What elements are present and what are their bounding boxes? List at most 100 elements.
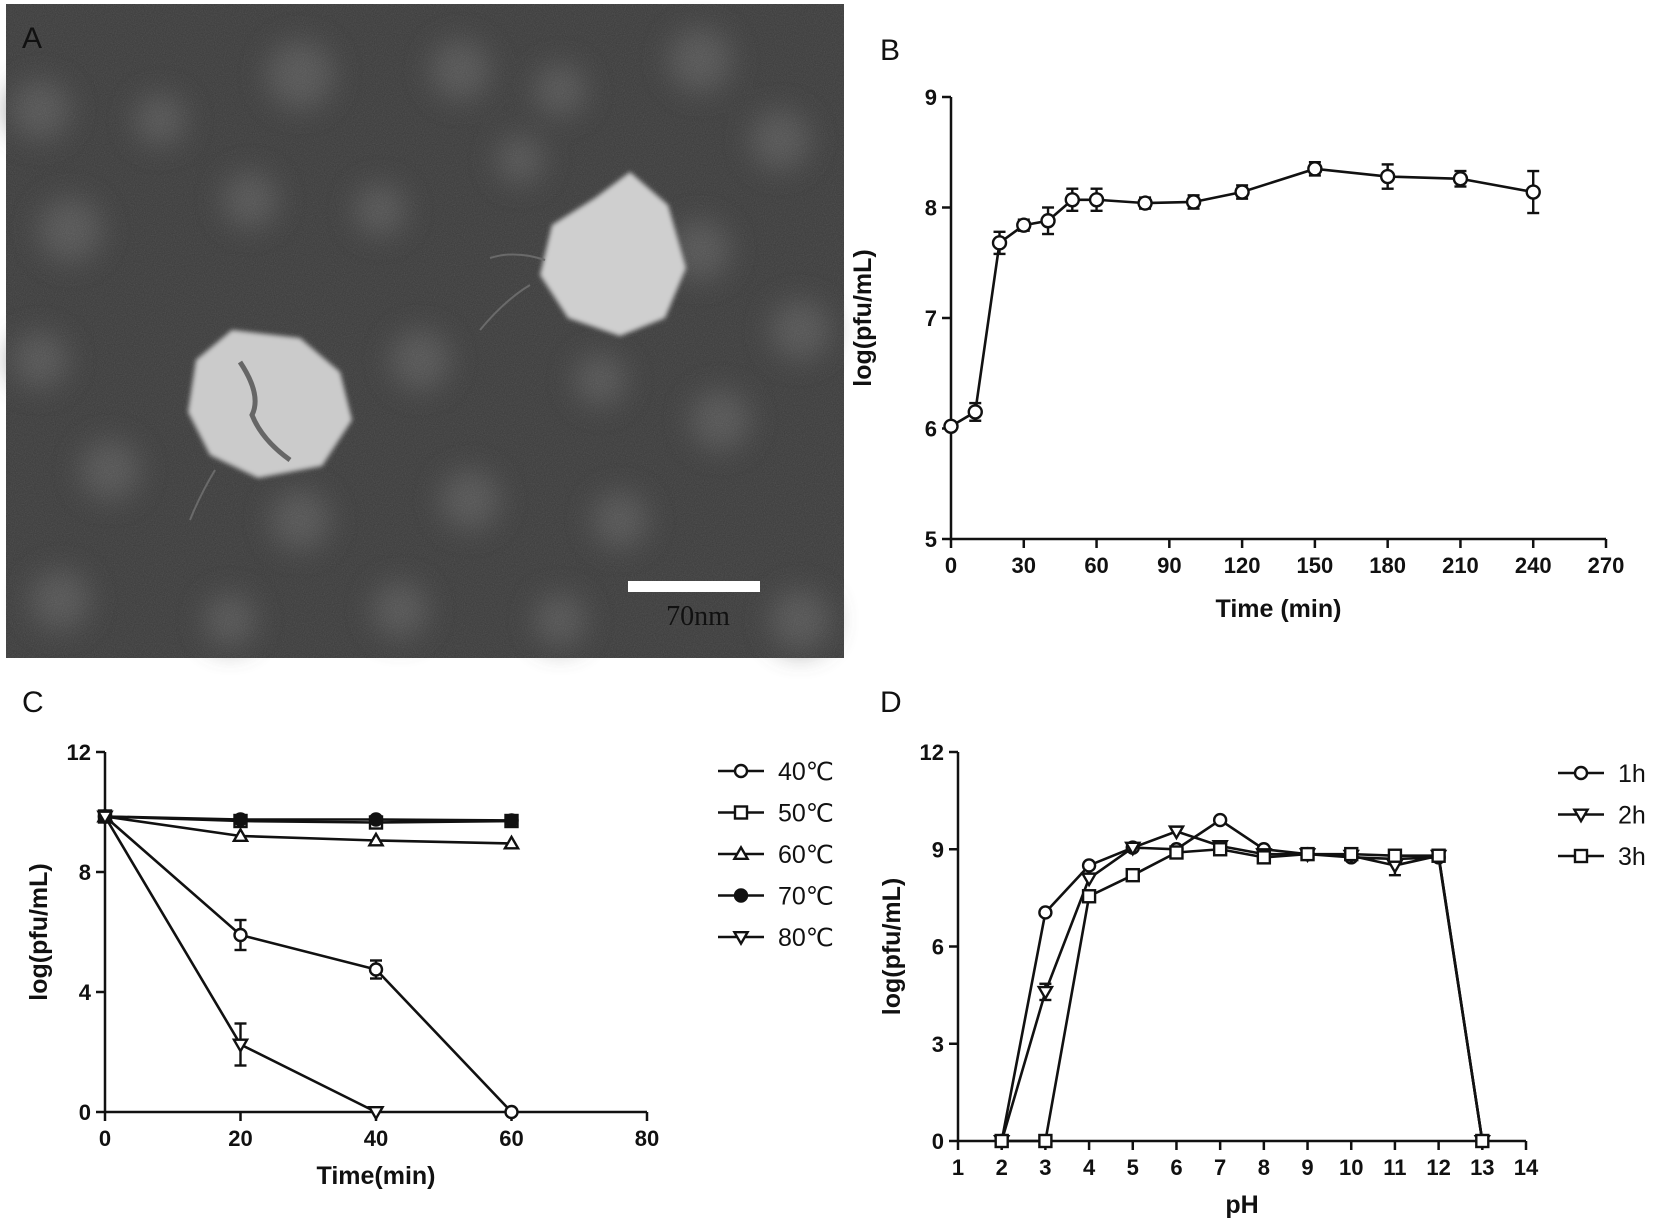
chart-c-series-80 xyxy=(96,810,385,1121)
chart-b-y-tick-label: 8 xyxy=(925,196,937,221)
chart-b-y-tick-label: 6 xyxy=(925,417,937,442)
phage-particle-right xyxy=(479,172,686,336)
chart-d-x-tick-label: 9 xyxy=(1301,1155,1313,1180)
chart-c-legend-80-label: 80℃ xyxy=(778,924,834,952)
chart-c-series-40-line xyxy=(104,815,513,1113)
chart-c-series-60-point xyxy=(231,827,250,842)
chart-b-series-0-point xyxy=(1088,192,1105,208)
chart-d-series-3h-point xyxy=(994,1133,1009,1149)
chart-c-x-tick-label: 0 xyxy=(99,1126,111,1151)
scale-bar xyxy=(628,581,760,592)
chart-c-series-80-line xyxy=(103,815,377,1114)
panel-letter-c: C xyxy=(22,686,44,719)
chart-d-x-tick-label: 13 xyxy=(1470,1155,1494,1180)
chart-b-y-tick-label: 5 xyxy=(925,527,937,552)
chart-c-series-80-point xyxy=(367,1105,385,1121)
chart-b-x-tick-label: 150 xyxy=(1297,553,1334,578)
chart-b-series-0-point xyxy=(1185,194,1202,210)
chart-b-x-tick-label: 90 xyxy=(1157,553,1181,578)
chart-c-series-40-point xyxy=(233,927,248,943)
chart-d-series-1h xyxy=(994,812,1490,1149)
chart-c-legend-70-label: 70℃ xyxy=(778,883,834,911)
chart-d-series-2h xyxy=(993,825,1491,1150)
chart-d-legend-1h: 1h xyxy=(1558,760,1646,788)
chart-c-series-70-line xyxy=(104,815,512,822)
chart-c-x-axis-title: Time(min) xyxy=(317,1162,436,1190)
chart-d-x-tick-label: 1 xyxy=(952,1155,964,1180)
chart-d-series-3h-point xyxy=(1300,846,1315,862)
chart-d-series-3h-line xyxy=(1001,847,1484,1143)
chart-c-y-tick-label: 4 xyxy=(79,980,92,1005)
chart-b-series-0-point xyxy=(1452,171,1469,187)
chart-d-x-tick-label: 12 xyxy=(1426,1155,1450,1180)
chart-c-series-60-point xyxy=(367,831,385,847)
chart-d-x-tick-label: 2 xyxy=(996,1155,1008,1180)
chart-d-series-3h xyxy=(994,842,1490,1149)
chart-d-series-3h-point xyxy=(1344,846,1359,862)
chart-b-series-0-line xyxy=(950,167,1534,428)
chart-d-series-1h-point xyxy=(1212,812,1228,828)
chart-c-series-40-point xyxy=(504,1104,519,1120)
chart-d-series-3h-point xyxy=(1038,1133,1053,1149)
chart-b-x-tick-label: 60 xyxy=(1084,553,1108,578)
chart-c-x-tick-label: 80 xyxy=(635,1126,659,1151)
chart-b-growth-curve: 0 30 60 90 120 150 180 210 240 270 5 6 7 8 9 Time (min)… xyxy=(849,85,1624,623)
chart-d-series-2h-point xyxy=(1124,841,1142,857)
chart-c-x-tick-label: 60 xyxy=(499,1126,523,1151)
chart-d-series-3h-point xyxy=(1169,845,1184,860)
chart-d-series-2h-point xyxy=(1080,872,1098,888)
scale-bar-label: 70nm xyxy=(666,601,730,632)
chart-d-legend-2h-label: 2h xyxy=(1618,802,1646,830)
chart-b-x-tick-label: 210 xyxy=(1442,553,1479,578)
chart-c-thermal-stability: 0 20 40 60 80 0 4 8 12 Time(min) log(pfu/mL) 40℃ 50℃… xyxy=(25,740,834,1190)
chart-c-series-60 xyxy=(96,807,521,850)
chart-c-y-tick-label: 8 xyxy=(79,860,91,885)
chart-b-x-tick-label: 180 xyxy=(1369,553,1406,578)
chart-c-legend-40: 40℃ xyxy=(718,758,834,786)
chart-c-legend-80: 80℃ xyxy=(718,924,834,952)
chart-b-x-tick-label: 0 xyxy=(945,553,957,578)
chart-b-y-tick-label: 9 xyxy=(925,85,937,110)
chart-b-x-axis-title: Time (min) xyxy=(1216,595,1342,623)
chart-c-series-70-point xyxy=(368,812,384,827)
chart-d-series-3h-point xyxy=(1081,889,1097,904)
chart-d-series-2h-point xyxy=(1036,985,1055,1001)
chart-d-x-axis-title: pH xyxy=(1225,1191,1258,1219)
panel-letter-a: A xyxy=(22,22,42,55)
chart-d-x-tick-label: 5 xyxy=(1127,1155,1139,1180)
chart-d-x-tick-label: 14 xyxy=(1514,1155,1539,1180)
chart-c-series-70-point xyxy=(504,813,519,828)
chart-b-series-0-point xyxy=(1379,168,1396,185)
chart-d-series-1h-point xyxy=(1038,905,1053,920)
chart-d-series-3h-point xyxy=(1431,848,1446,863)
chart-c-legend-70: 70℃ xyxy=(718,883,834,911)
chart-d-x-tick-label: 4 xyxy=(1083,1155,1096,1180)
chart-d-legend-1h-marker xyxy=(1573,765,1589,781)
chart-b-series-0-point xyxy=(1064,192,1080,208)
chart-d-legend-1h-label: 1h xyxy=(1618,760,1646,788)
chart-d-series-3h-point xyxy=(1387,848,1403,863)
chart-d-x-tick-label: 11 xyxy=(1383,1155,1406,1180)
chart-d-series-2h-line xyxy=(1000,830,1484,1142)
chart-d-x-tick-label: 8 xyxy=(1258,1155,1270,1180)
chart-c-y-axis-title: log(pfu/mL) xyxy=(25,863,53,1000)
chart-b-y-tick-label: 7 xyxy=(925,306,937,331)
chart-c-legend-60-marker xyxy=(732,845,750,860)
chart-b-series-0-point xyxy=(1307,161,1323,177)
chart-c-y-tick-label: 12 xyxy=(67,740,91,765)
chart-d-y-axis-title: log(pfu/mL) xyxy=(878,878,906,1015)
chart-b-y-axis-title: log(pfu/mL) xyxy=(849,249,877,386)
chart-b-series-0 xyxy=(943,160,1541,434)
chart-c-legend-50: 50℃ xyxy=(718,800,834,828)
chart-c-x-tick-label: 40 xyxy=(364,1126,388,1151)
chart-d-x-tick-label: 10 xyxy=(1339,1155,1363,1180)
chart-c-series-80-point xyxy=(231,1038,250,1054)
chart-b-x-tick-label: 240 xyxy=(1515,553,1552,578)
chart-d-x-tick-label: 6 xyxy=(1170,1155,1182,1180)
chart-c-series-40 xyxy=(97,809,519,1120)
chart-b-series-0-point xyxy=(967,404,983,420)
chart-d-y-tick-label: 12 xyxy=(920,740,944,765)
chart-b-series-0-point xyxy=(943,418,959,434)
chart-c-legend-40-marker xyxy=(733,763,749,779)
chart-c-x-tick-label: 20 xyxy=(228,1126,252,1151)
